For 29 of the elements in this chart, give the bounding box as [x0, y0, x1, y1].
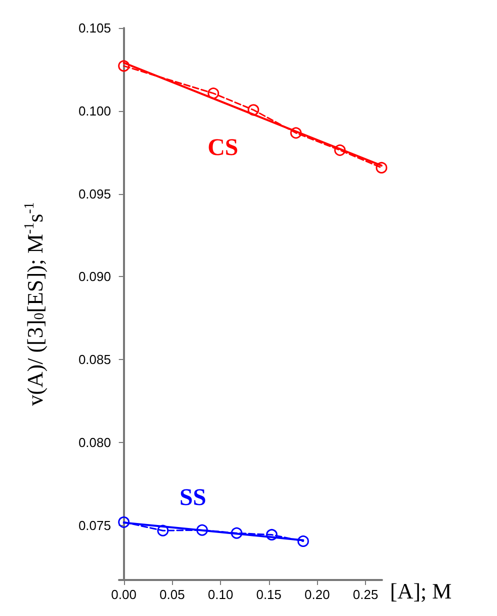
point	[290, 127, 302, 139]
point	[208, 88, 220, 100]
point	[230, 527, 242, 539]
x-tick-label: 0.25	[352, 587, 378, 602]
y-tick-label: 0.105	[78, 20, 111, 36]
x-axis-title: [A]; M	[390, 578, 452, 604]
y-axis-title: v(A)/ ([3]0[ES]); M-1s-1	[22, 202, 48, 406]
y-tick-label: 0.080	[78, 434, 111, 450]
y-tick-label: 0.090	[78, 269, 111, 284]
point	[297, 535, 309, 547]
x-tick-label: 0.20	[304, 587, 330, 602]
point	[248, 104, 260, 116]
point	[266, 529, 278, 540]
y-tick-label: 0.100	[78, 103, 111, 118]
series-label: CS	[208, 134, 238, 161]
x-tick-label: 0.00	[111, 587, 136, 602]
point	[118, 60, 130, 72]
x-tick-label: 0.15	[256, 587, 282, 602]
y-tick-label: 0.085	[78, 352, 111, 368]
y-tick-label: 0.075	[78, 518, 111, 533]
point	[118, 516, 130, 528]
y-tick-label: 0.095	[78, 186, 111, 202]
x-tick-label: 0.05	[160, 587, 185, 602]
point	[334, 144, 346, 156]
series-label: SS	[179, 485, 206, 512]
point	[196, 524, 208, 536]
point	[376, 162, 388, 174]
point	[157, 524, 169, 536]
x-tick-label: 0.10	[208, 587, 234, 602]
